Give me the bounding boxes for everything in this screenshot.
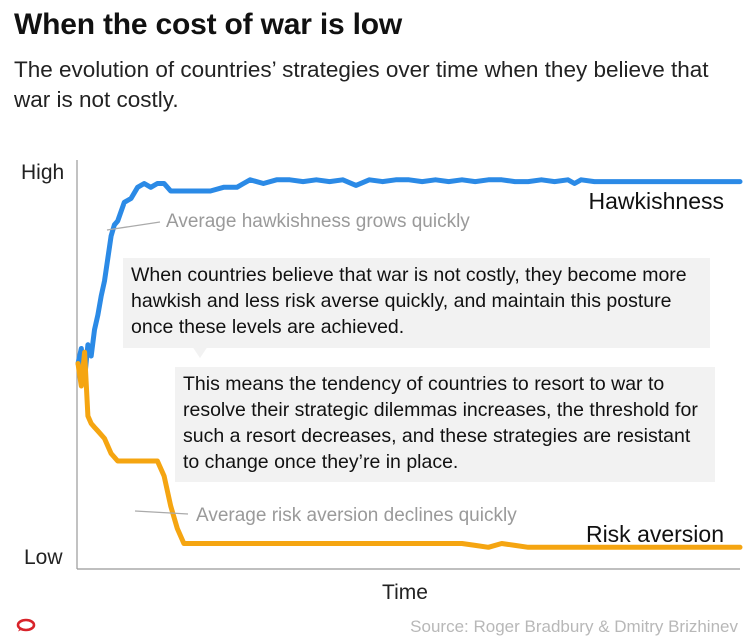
- chart-subtitle: The evolution of countries’ strategies o…: [14, 57, 709, 112]
- conversation-logo-icon: [16, 618, 36, 632]
- chart-title: When the cost of war is low: [14, 8, 402, 41]
- y-tick-high: High: [21, 161, 64, 184]
- x-axis-label: Time: [382, 581, 428, 604]
- series-label-hawkishness: Hawkishness: [589, 188, 725, 214]
- callout-first: When countries believe that war is not c…: [123, 258, 710, 348]
- y-tick-low: Low: [24, 546, 63, 569]
- annotation-pointer-risk-aversion: [134, 510, 189, 515]
- source-credit: Source: Roger Bradbury & Dmitry Brizhine…: [410, 617, 738, 636]
- annotation-risk-aversion: Average risk aversion declines quickly: [196, 505, 517, 526]
- series-line-hawkishness: [75, 177, 743, 381]
- series-line-risk-aversion: [75, 349, 743, 550]
- annotation-hawkishness: Average hawkishness grows quickly: [166, 211, 470, 232]
- annotation-pointer-hawkishness: [106, 221, 161, 231]
- callout-second: This means the tendency of countries to …: [175, 367, 715, 482]
- callout-pointer: [192, 346, 208, 358]
- series-label-risk-aversion: Risk aversion: [586, 521, 724, 547]
